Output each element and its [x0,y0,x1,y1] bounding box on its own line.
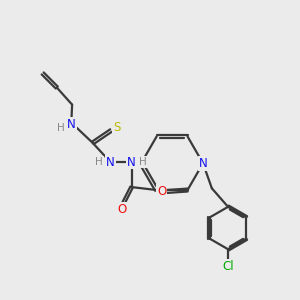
Text: S: S [113,121,121,134]
Text: H: H [57,123,65,133]
Text: O: O [117,203,127,216]
Text: N: N [67,118,76,130]
Text: H: H [139,157,147,167]
Text: H: H [95,157,103,167]
Text: Cl: Cl [222,260,234,273]
Text: O: O [157,185,166,198]
Text: N: N [127,156,136,169]
Text: N: N [106,156,115,169]
Text: N: N [199,157,207,170]
